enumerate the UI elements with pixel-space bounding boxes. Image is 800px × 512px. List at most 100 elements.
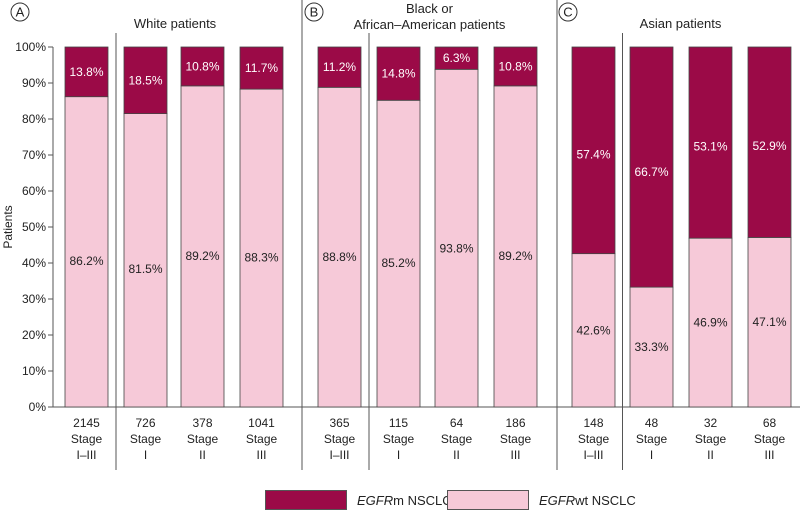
x-label-n: 186 [505,416,525,430]
data-label-wildtype: 88.8% [322,250,356,264]
bar-segment-mutant [64,46,109,98]
panel-letter: C [563,5,572,20]
x-label-n: 726 [135,416,155,430]
panel-letter: B [310,5,319,20]
data-label-wildtype: 93.8% [439,241,473,255]
x-label-n: 68 [763,416,777,430]
bar-segment-wildtype [123,113,168,408]
x-label-stage: III [510,448,520,462]
data-label-mutant: 11.2% [323,60,356,74]
x-label-n: 365 [329,416,349,430]
bar-segment-wildtype [493,85,538,408]
x-label-n: 48 [645,416,659,430]
data-label-wildtype: 47.1% [752,315,786,329]
x-label-stage-word: Stage [71,432,103,446]
x-label-stage-word: Stage [187,432,219,446]
bar-segment-mutant [239,46,284,90]
data-label-mutant: 13.8% [69,65,103,79]
stacked-bar-chart: 0% 10% 20% 30% 40% 50% 60% 70% 80% 90% 100% Patient… [1,0,800,470]
y-tick-label: 80% [22,112,46,126]
bar-segment-wildtype [64,96,109,408]
data-label-wildtype: 88.3% [244,251,278,265]
y-tick-label: 50% [22,220,46,234]
x-label-stage-word: Stage [383,432,415,446]
data-label-mutant: 10.8% [498,59,532,73]
data-label-mutant: 11.7% [245,61,278,75]
bar-segment-mutant [123,46,168,114]
x-label-n: 148 [583,416,603,430]
y-tick-label: 40% [22,256,46,270]
data-label-wildtype: 33.3% [634,340,668,354]
y-tick-label: 0% [29,400,47,414]
y-tick-label: 30% [22,292,46,306]
panel-letter-circle [558,2,578,22]
data-label-mutant: 6.3% [443,51,471,65]
x-label-stage-word: Stage [636,432,668,446]
y-tick-label: 70% [22,148,46,162]
y-tick-label: 60% [22,184,46,198]
panel-letter: A [16,5,25,20]
data-label-wildtype: 46.9% [693,316,727,330]
y-axis-label: Patients [1,205,15,248]
data-label-mutant: 10.8% [185,59,219,73]
data-label-wildtype: 81.5% [128,262,162,276]
x-label-stage-word: Stage [130,432,162,446]
y-tick-label: 100% [15,40,46,54]
bar-segment-wildtype [434,68,479,408]
x-label-stage: I [144,448,147,462]
bar-segment-wildtype [629,286,674,408]
panel-title: Black or [406,1,454,16]
x-label-n: 64 [450,416,464,430]
legend-item-wildtype: EGFRwt NSCLC [447,490,636,510]
data-label-mutant: 57.4% [576,147,610,161]
x-label-stage: III [764,448,774,462]
x-label-stage: I–III [76,448,96,462]
legend-label-wildtype: EGFRwt NSCLC [539,492,636,508]
bar-segment-wildtype [688,237,733,408]
panel-letter-circle [10,2,30,22]
x-label-stage-word: Stage [441,432,473,446]
x-label-stage-word: Stage [324,432,356,446]
data-label-wildtype: 85.2% [381,256,415,270]
bar-segment-wildtype [239,88,284,408]
y-tick-label: 20% [22,328,46,342]
x-label-stage-word: Stage [500,432,532,446]
panel-title: Asian patients [640,16,722,31]
bar-segment-mutant [317,46,362,88]
x-label-stage: I [397,448,400,462]
legend-label-mutant: EGFRm NSCLC [357,492,452,508]
panel-title: White patients [134,16,217,31]
x-label-stage: III [256,448,266,462]
panel-title: African–American patients [354,17,506,32]
bar-segment-mutant [493,46,538,87]
bar-segment-mutant [688,46,733,239]
x-label-n: 378 [192,416,212,430]
legend-swatch-wildtype [447,490,529,510]
data-label-wildtype: 42.6% [576,323,610,337]
data-label-mutant: 66.7% [634,165,668,179]
data-label-mutant: 52.9% [752,139,786,153]
x-label-stage-word: Stage [754,432,786,446]
x-label-stage: I–III [329,448,349,462]
legend-swatch-mutant [265,490,347,510]
bar-segment-wildtype [376,99,421,408]
bar-segment-mutant [629,46,674,288]
x-label-stage-word: Stage [695,432,727,446]
legend-item-mutant: EGFRm NSCLC [265,490,452,510]
data-label-mutant: 18.5% [128,73,162,87]
bar-segment-mutant [180,46,225,87]
x-label-stage: I–III [583,448,603,462]
x-label-n: 32 [704,416,718,430]
bar-segment-wildtype [317,86,362,408]
x-label-stage: II [707,448,714,462]
bar-segment-wildtype [747,237,792,408]
data-label-wildtype: 89.2% [185,249,219,263]
data-label-mutant: 53.1% [693,139,727,153]
x-label-n: 2145 [73,416,100,430]
x-label-stage: I [650,448,653,462]
bar-segment-mutant [747,46,792,238]
x-label-stage-word: Stage [578,432,610,446]
bar-segment-mutant [434,46,479,70]
data-label-wildtype: 89.2% [498,249,532,263]
bar-segment-mutant [571,46,616,255]
